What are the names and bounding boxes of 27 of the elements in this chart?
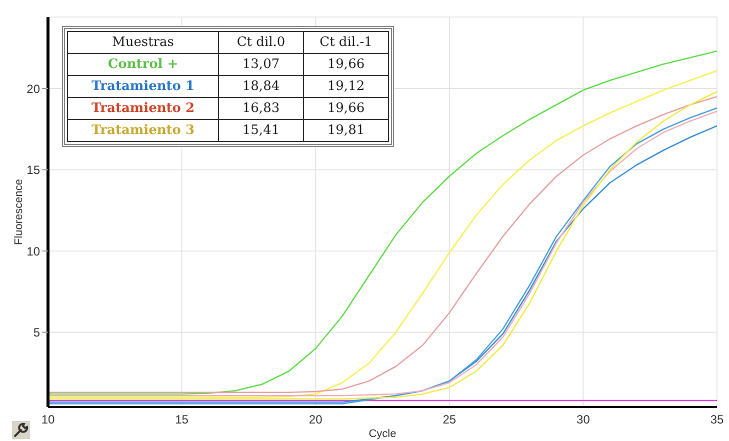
annotation: 19,81 xyxy=(304,120,388,142)
annotation: 18,84 xyxy=(218,76,304,98)
annotation: Control + xyxy=(68,54,218,76)
y-axis-title: Fluorescence xyxy=(12,178,25,246)
annotation: 19,66 xyxy=(304,54,388,76)
annotation: Tratamiento 3 xyxy=(68,120,218,142)
x-tick-label: 10 xyxy=(41,412,55,427)
y-tick-label: 20 xyxy=(26,82,40,96)
y-tick-label: 5 xyxy=(33,326,40,340)
x-tick-label: 15 xyxy=(175,412,189,427)
y-tick-label: 15 xyxy=(26,163,40,178)
annotation: 15,41 xyxy=(218,120,304,142)
annotation: Muestras xyxy=(68,32,218,54)
x-tick-label: 20 xyxy=(308,412,323,427)
annotation: Ct dil.-1 xyxy=(304,32,388,54)
annotation: Tratamiento 2 xyxy=(68,98,218,120)
annotation: 16,83 xyxy=(218,98,304,120)
x-tick-label: 35 xyxy=(710,412,724,427)
x-tick-label: 30 xyxy=(576,412,590,427)
annotation: Ct dil.0 xyxy=(218,32,304,54)
annotation: 19,12 xyxy=(304,76,388,98)
annotation: 13,07 xyxy=(218,54,304,76)
y-tick-label: 10 xyxy=(26,244,40,258)
x-tick-label: 25 xyxy=(442,412,456,427)
x-axis-title: Cycle xyxy=(368,428,396,440)
annotation: Tratamiento 1 xyxy=(68,76,218,98)
annotation: 19,66 xyxy=(304,98,388,120)
